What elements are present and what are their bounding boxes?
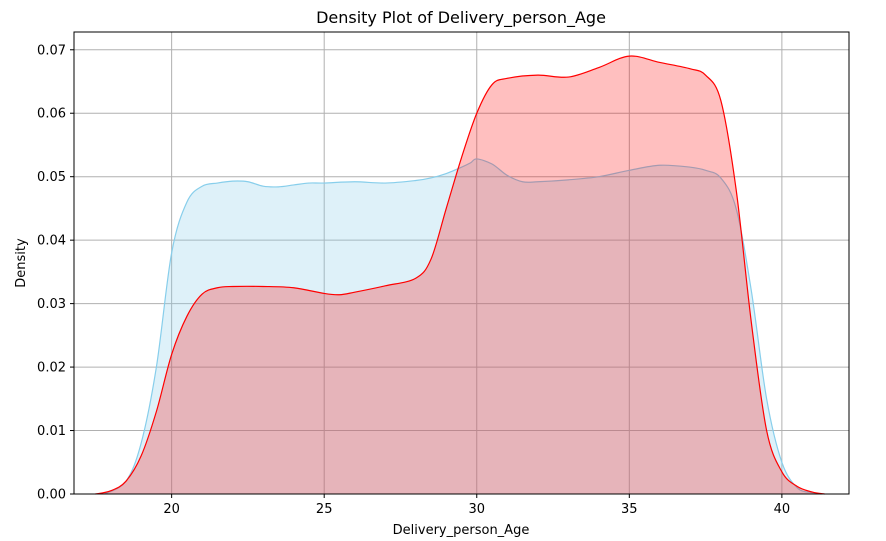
x-tick-label: 30 — [468, 502, 485, 517]
plot-frame — [73, 31, 850, 495]
density-area-0 — [104, 158, 822, 494]
x-tick-label: 35 — [621, 502, 638, 517]
y-tick-label: 0.02 — [37, 361, 66, 376]
y-tick-label: 0.07 — [37, 43, 66, 58]
density-line-0 — [104, 158, 822, 495]
y-tick-label: 0.03 — [37, 297, 66, 312]
y-tick-label: 0.04 — [37, 234, 66, 249]
x-tick-label: 25 — [316, 502, 333, 517]
density-area-1 — [95, 56, 825, 495]
density-line-1 — [95, 55, 825, 495]
x-axis-title: Delivery_person_Age — [393, 523, 530, 538]
y-tick-label: 0.06 — [37, 107, 66, 122]
x-tick-label: 20 — [163, 502, 180, 517]
series-layer — [95, 55, 825, 495]
y-tick-label: 0.05 — [37, 170, 66, 185]
chart-title: Density Plot of Delivery_person_Age — [316, 8, 606, 28]
tick-layer: 20 25 30 35 40 0.00 0.01 0.02 0.03 0.04 0.05 0.06 0.… — [37, 43, 790, 517]
y-tick-label: 0.01 — [37, 424, 66, 439]
y-axis-title: Density — [14, 238, 29, 288]
y-tick-label: 0.00 — [37, 488, 66, 503]
x-tick-label: 40 — [774, 502, 791, 517]
